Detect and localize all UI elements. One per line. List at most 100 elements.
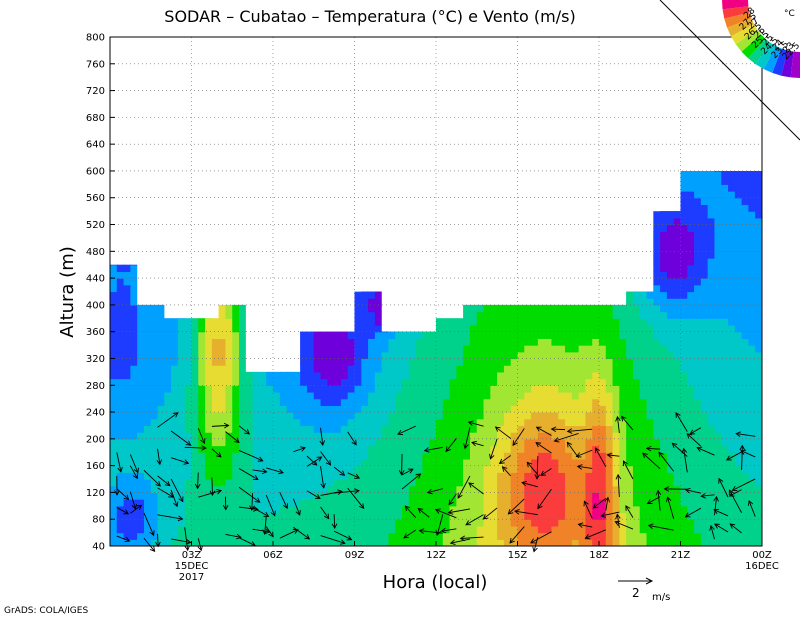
- temperature-cell: [313, 237, 322, 246]
- temperature-cell: [368, 345, 376, 353]
- temperature-cell: [537, 217, 546, 226]
- temperature-cell: [198, 432, 206, 440]
- temperature-cell: [185, 117, 192, 124]
- temperature-cell: [219, 97, 226, 104]
- temperature-cell: [313, 465, 322, 473]
- temperature-cell: [211, 358, 220, 366]
- temperature-cell: [517, 445, 525, 453]
- temperature-cell: [395, 191, 403, 199]
- temperature-cell: [320, 237, 328, 246]
- temperature-cell: [300, 151, 307, 158]
- temperature-cell: [402, 158, 409, 165]
- temperature-cell: [388, 224, 396, 232]
- temperature-cell: [503, 512, 512, 520]
- temperature-cell: [443, 50, 450, 57]
- temperature-cell: [314, 50, 321, 57]
- temperature-cell: [314, 64, 321, 71]
- temperature-cell: [524, 244, 532, 252]
- temperature-cell: [177, 345, 186, 353]
- temperature-cell: [143, 371, 152, 380]
- temperature-cell: [375, 57, 382, 64]
- temperature-cell: [463, 237, 471, 246]
- temperature-cell: [456, 278, 464, 286]
- temperature-cell: [408, 291, 417, 299]
- temperature-cell: [354, 371, 362, 380]
- temperature-cell: [531, 452, 539, 460]
- temperature-cell: [531, 425, 539, 433]
- temperature-cell: [232, 505, 240, 514]
- temperature-cell: [504, 70, 511, 77]
- temperature-cell: [408, 231, 417, 239]
- temperature-cell: [354, 479, 362, 487]
- temperature-cell: [537, 452, 546, 460]
- temperature-cell: [395, 499, 403, 507]
- temperature-cell: [381, 438, 390, 447]
- temperature-cell: [544, 324, 553, 333]
- temperature-cell: [150, 318, 159, 326]
- temperature-cell: [463, 64, 470, 71]
- temperature-cell: [245, 251, 254, 259]
- temperature-cell: [442, 465, 451, 473]
- temperature-cell: [402, 170, 410, 179]
- temperature-cell: [191, 385, 199, 393]
- temperature-cell: [524, 492, 532, 500]
- temperature-cell: [279, 385, 288, 393]
- temperature-cell: [524, 338, 532, 346]
- temperature-cell: [246, 77, 253, 84]
- temperature-cell: [184, 391, 193, 400]
- temperature-cell: [537, 365, 546, 373]
- temperature-cell: [177, 338, 186, 346]
- temperature-cell: [245, 371, 254, 380]
- temperature-cell: [436, 97, 443, 104]
- temperature-cell: [171, 378, 179, 386]
- temperature-cell: [212, 144, 219, 151]
- temperature-cell: [232, 191, 240, 199]
- temperature-cell: [429, 217, 437, 226]
- temperature-cell: [531, 391, 539, 400]
- temperature-cell: [198, 278, 206, 286]
- temperature-cell: [469, 512, 478, 520]
- temperature-cell: [402, 111, 409, 118]
- temperature-cell: [191, 170, 199, 179]
- temperature-cell: [381, 425, 390, 433]
- temperature-cell: [130, 84, 137, 91]
- temperature-cell: [531, 499, 539, 507]
- temperature-cell: [191, 485, 199, 494]
- temperature-cell: [497, 117, 504, 124]
- temperature-cell: [300, 458, 308, 467]
- temperature-cell: [517, 425, 525, 433]
- temperature-cell: [483, 358, 491, 366]
- temperature-cell: [347, 237, 356, 246]
- temperature-cell: [490, 170, 498, 172]
- temperature-cell: [293, 499, 301, 507]
- temperature-cell: [327, 425, 335, 433]
- temperature-cell: [469, 458, 478, 467]
- temperature-cell: [395, 91, 402, 98]
- temperature-cell: [158, 77, 165, 84]
- temperature-cell: [286, 338, 294, 346]
- temperature-cell: [442, 338, 451, 346]
- temperature-cell: [198, 512, 206, 520]
- temperature-cell: [232, 311, 240, 319]
- temperature-cell: [205, 258, 213, 266]
- temperature-cell: [178, 137, 185, 144]
- temperature-cell: [551, 184, 559, 192]
- temperature-cell: [551, 338, 559, 346]
- temperature-cell: [381, 365, 390, 373]
- temperature-cell: [205, 331, 213, 339]
- temperature-cell: [157, 251, 165, 259]
- temperature-cell: [137, 211, 145, 219]
- temperature-cell: [340, 264, 349, 273]
- temperature-cell: [483, 197, 491, 206]
- temperature-cell: [477, 104, 484, 111]
- temperature-cell: [381, 170, 390, 172]
- temperature-cell: [402, 124, 409, 131]
- temperature-cell: [436, 499, 444, 507]
- temperature-cell: [408, 472, 417, 480]
- temperature-cell: [347, 505, 356, 514]
- temperature-cell: [456, 158, 463, 165]
- temperature-cell: [388, 418, 396, 427]
- temperature-cell: [232, 91, 239, 98]
- temperature-cell: [252, 224, 261, 232]
- temperature-cell: [436, 425, 444, 433]
